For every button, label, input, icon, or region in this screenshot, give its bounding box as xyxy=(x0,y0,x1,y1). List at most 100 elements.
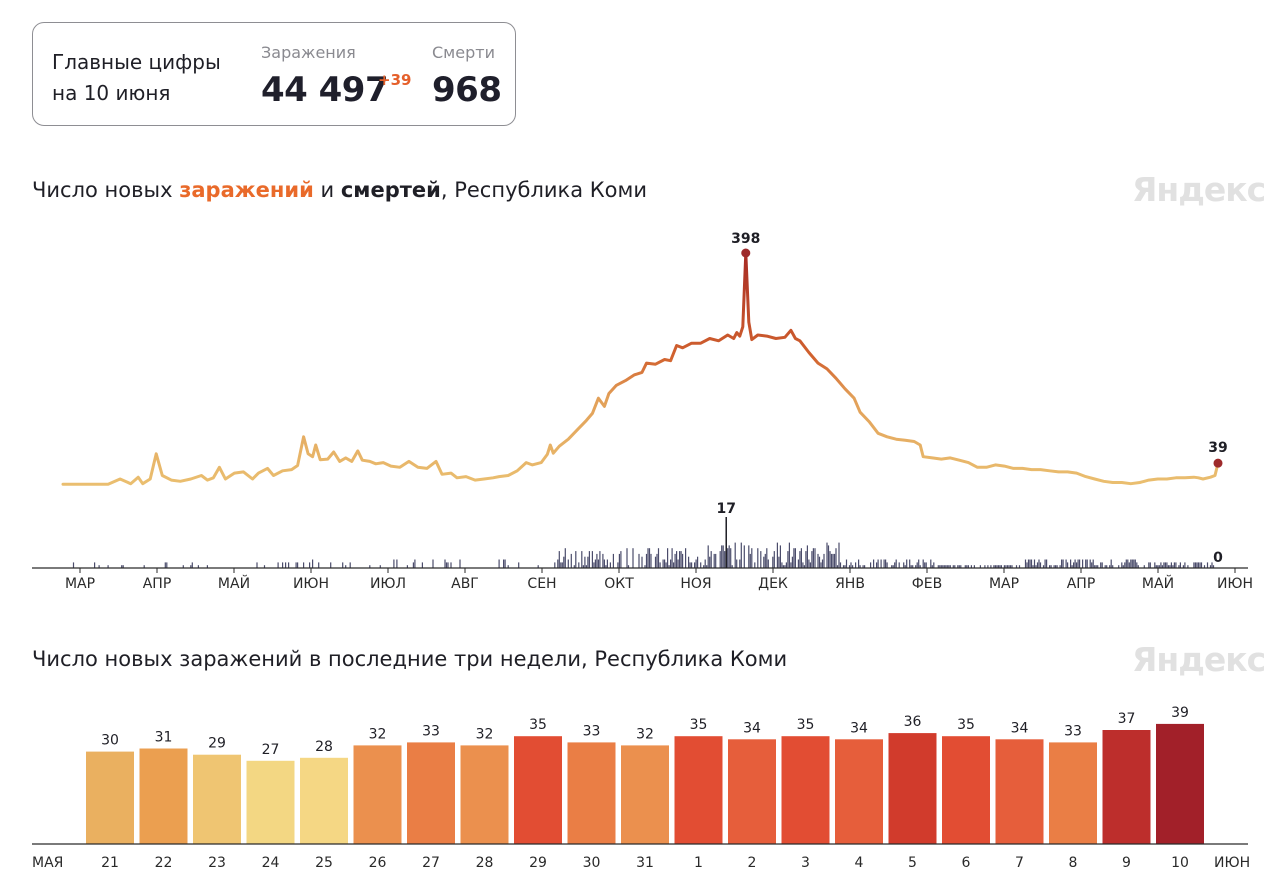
deaths-bar xyxy=(559,551,560,568)
day-label: 27 xyxy=(422,855,440,871)
deaths-bar xyxy=(820,562,821,568)
day-label: 29 xyxy=(529,855,547,871)
day-bar-value: 32 xyxy=(369,726,387,742)
deaths-bar xyxy=(846,560,847,569)
deaths-bar xyxy=(884,560,885,569)
deaths-bar xyxy=(632,548,633,568)
day-label: 8 xyxy=(1069,855,1078,871)
deaths-bar xyxy=(790,562,791,568)
deaths-bar xyxy=(587,557,588,568)
deaths-bar xyxy=(607,560,608,569)
day-bar xyxy=(354,745,402,844)
month-tick-label: АВГ xyxy=(451,576,479,592)
deaths-bar xyxy=(727,548,728,568)
deaths-bar xyxy=(1127,560,1128,569)
day-label: 23 xyxy=(208,855,226,871)
day-bar xyxy=(728,739,776,844)
deaths-bar xyxy=(565,548,566,568)
deaths-bar xyxy=(858,560,859,569)
deaths-bar xyxy=(288,562,289,568)
deaths-bar xyxy=(664,560,665,569)
deaths-bar xyxy=(1075,560,1076,569)
deaths-bar xyxy=(741,543,742,568)
deaths-bar xyxy=(396,560,397,569)
deaths-bar xyxy=(626,548,627,568)
deaths-bar xyxy=(688,557,689,568)
deaths-bar xyxy=(1100,562,1101,568)
deaths-bar xyxy=(739,560,740,569)
deaths-bar xyxy=(670,560,671,569)
deaths-bar xyxy=(303,562,304,568)
deaths-bar xyxy=(876,562,877,568)
day-bar-value: 33 xyxy=(1064,723,1082,739)
chart2-bars: 3021312229232724282532263327322835293330… xyxy=(86,705,1204,871)
deaths-bar xyxy=(814,548,815,568)
deaths-bar xyxy=(505,560,506,569)
month-tick-label: ДЕК xyxy=(758,576,788,592)
deaths-bar xyxy=(744,545,745,568)
deaths-bar xyxy=(763,557,764,568)
deaths-bar xyxy=(1198,562,1199,568)
day-bar-value: 33 xyxy=(583,723,601,739)
deaths-bar xyxy=(562,562,563,568)
day-bar xyxy=(1049,742,1097,844)
deaths-bar xyxy=(792,557,793,568)
deaths-bar xyxy=(906,560,907,569)
deaths-bar xyxy=(1130,560,1131,569)
month-tick-label: ЯНВ xyxy=(835,576,865,592)
deaths-bar xyxy=(720,551,721,568)
deaths-bar xyxy=(1087,560,1088,569)
month-tick-label: ОКТ xyxy=(604,576,634,592)
deaths-bar xyxy=(1037,562,1038,568)
day-bar xyxy=(514,736,562,844)
month-tick-label: МАЙ xyxy=(218,574,250,592)
day-bar xyxy=(461,745,509,844)
deaths-bar xyxy=(721,545,722,568)
deaths-bar xyxy=(1091,562,1092,568)
deaths-bar xyxy=(789,543,790,568)
deaths-bar xyxy=(459,560,460,569)
deaths-bar xyxy=(593,562,594,568)
day-bar xyxy=(942,736,990,844)
deaths-bar xyxy=(772,557,773,568)
day-bar-value: 33 xyxy=(422,723,440,739)
deaths-bar xyxy=(598,560,599,569)
day-bar-value: 32 xyxy=(636,726,654,742)
day-bar-value: 36 xyxy=(904,714,922,730)
deaths-bar xyxy=(649,548,650,568)
chart2-start-month-label: МАЯ xyxy=(32,855,63,871)
deaths-bar xyxy=(602,554,603,568)
deaths-bar xyxy=(793,548,794,568)
deaths-bar xyxy=(73,562,74,568)
deaths-bar xyxy=(817,554,818,568)
deaths-bar xyxy=(647,548,648,568)
deaths-bar xyxy=(1090,560,1091,569)
deaths-bar xyxy=(1038,560,1039,569)
deaths-bar xyxy=(330,562,331,568)
deaths-bar xyxy=(807,545,808,568)
deaths-bar xyxy=(873,560,874,569)
deaths-bar xyxy=(350,562,351,568)
day-bar-value: 37 xyxy=(1118,711,1136,727)
deaths-bar xyxy=(638,554,639,568)
day-bar-value: 34 xyxy=(850,720,868,736)
deaths-bar xyxy=(282,562,283,568)
deaths-bar xyxy=(297,562,298,568)
deaths-bar xyxy=(781,562,782,568)
month-tick-labels: МАР АПР МАЙ ИЮН ИЮЛ АВГ СЕН ОКТ НОЯ ДЕК ЯНВ ФЕВ МАР А… xyxy=(65,568,1253,592)
deaths-bar xyxy=(748,545,749,568)
deaths-bar xyxy=(723,545,724,568)
deaths-bar xyxy=(766,548,767,568)
deaths-bar xyxy=(599,551,600,568)
deaths-bar xyxy=(1165,562,1166,568)
deaths-bar xyxy=(1180,562,1181,568)
deaths-bar xyxy=(641,557,642,568)
deaths-bar xyxy=(1029,560,1030,569)
deaths-bar xyxy=(736,560,737,569)
deaths-bar xyxy=(1028,560,1029,569)
deaths-bar xyxy=(1078,560,1079,569)
deaths-bar xyxy=(1163,562,1164,568)
deaths-bar xyxy=(1201,562,1202,568)
day-bar xyxy=(621,745,669,844)
deaths-bar xyxy=(393,560,394,569)
